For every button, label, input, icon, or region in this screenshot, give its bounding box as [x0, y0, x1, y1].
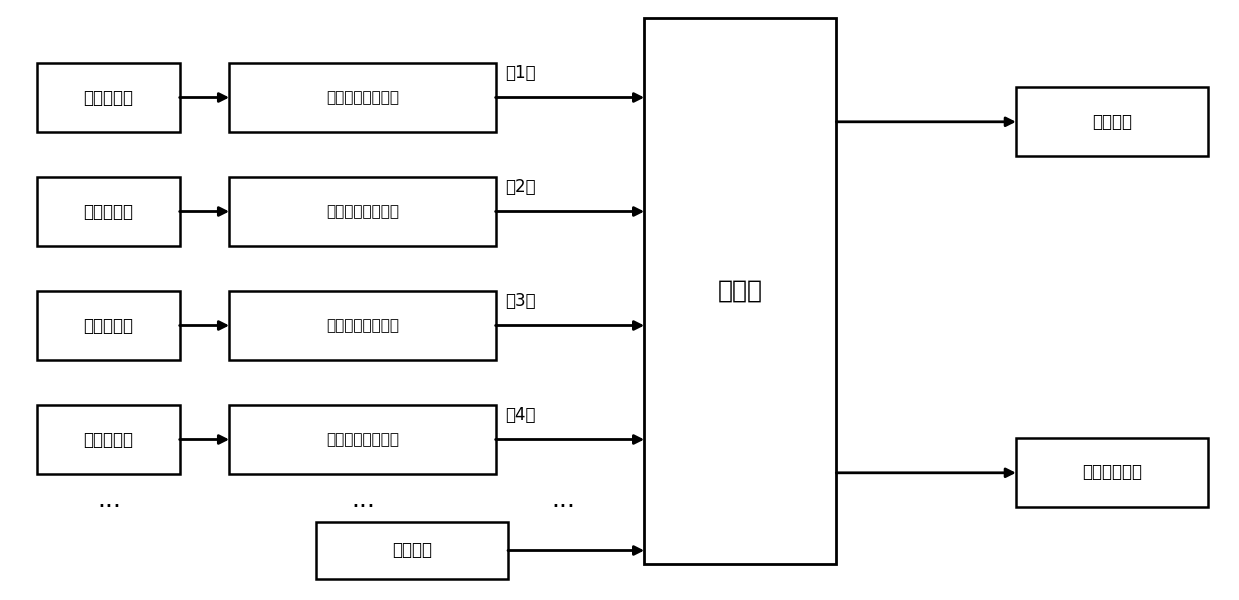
Bar	[316, 522, 508, 579]
Text: 处理器: 处理器	[717, 279, 763, 303]
Bar	[229, 405, 496, 474]
Text: 第4路: 第4路	[506, 406, 536, 424]
Text: ···: ···	[351, 495, 375, 519]
Text: 液晶显示: 液晶显示	[1092, 113, 1132, 130]
Text: 信号接收调理模块: 信号接收调理模块	[326, 318, 399, 333]
Bar	[644, 18, 836, 564]
Text: 第2路: 第2路	[506, 178, 536, 196]
Text: 信号接收调理模块: 信号接收调理模块	[326, 90, 399, 105]
Text: 第1路: 第1路	[506, 64, 536, 82]
Bar	[37, 405, 180, 474]
Text: 信号接收调理模块: 信号接收调理模块	[326, 432, 399, 447]
Text: 光电传感器: 光电传感器	[83, 88, 134, 107]
Text: 光电传感器: 光电传感器	[83, 431, 134, 449]
Bar	[229, 63, 496, 132]
Text: 第3路: 第3路	[506, 292, 536, 310]
Text: ···: ···	[97, 495, 121, 519]
Bar	[229, 177, 496, 246]
Bar	[1016, 438, 1208, 507]
Bar	[37, 291, 180, 360]
Text: 语音报警模块: 语音报警模块	[1082, 463, 1142, 481]
Text: 光电传感器: 光电传感器	[83, 317, 134, 335]
Text: 直流电源: 直流电源	[392, 541, 432, 559]
Bar	[229, 291, 496, 360]
Text: 信号接收调理模块: 信号接收调理模块	[326, 204, 399, 219]
Bar	[37, 177, 180, 246]
Bar	[1016, 87, 1208, 156]
Text: ···: ···	[551, 495, 576, 519]
Text: 光电传感器: 光电传感器	[83, 202, 134, 220]
Bar	[37, 63, 180, 132]
